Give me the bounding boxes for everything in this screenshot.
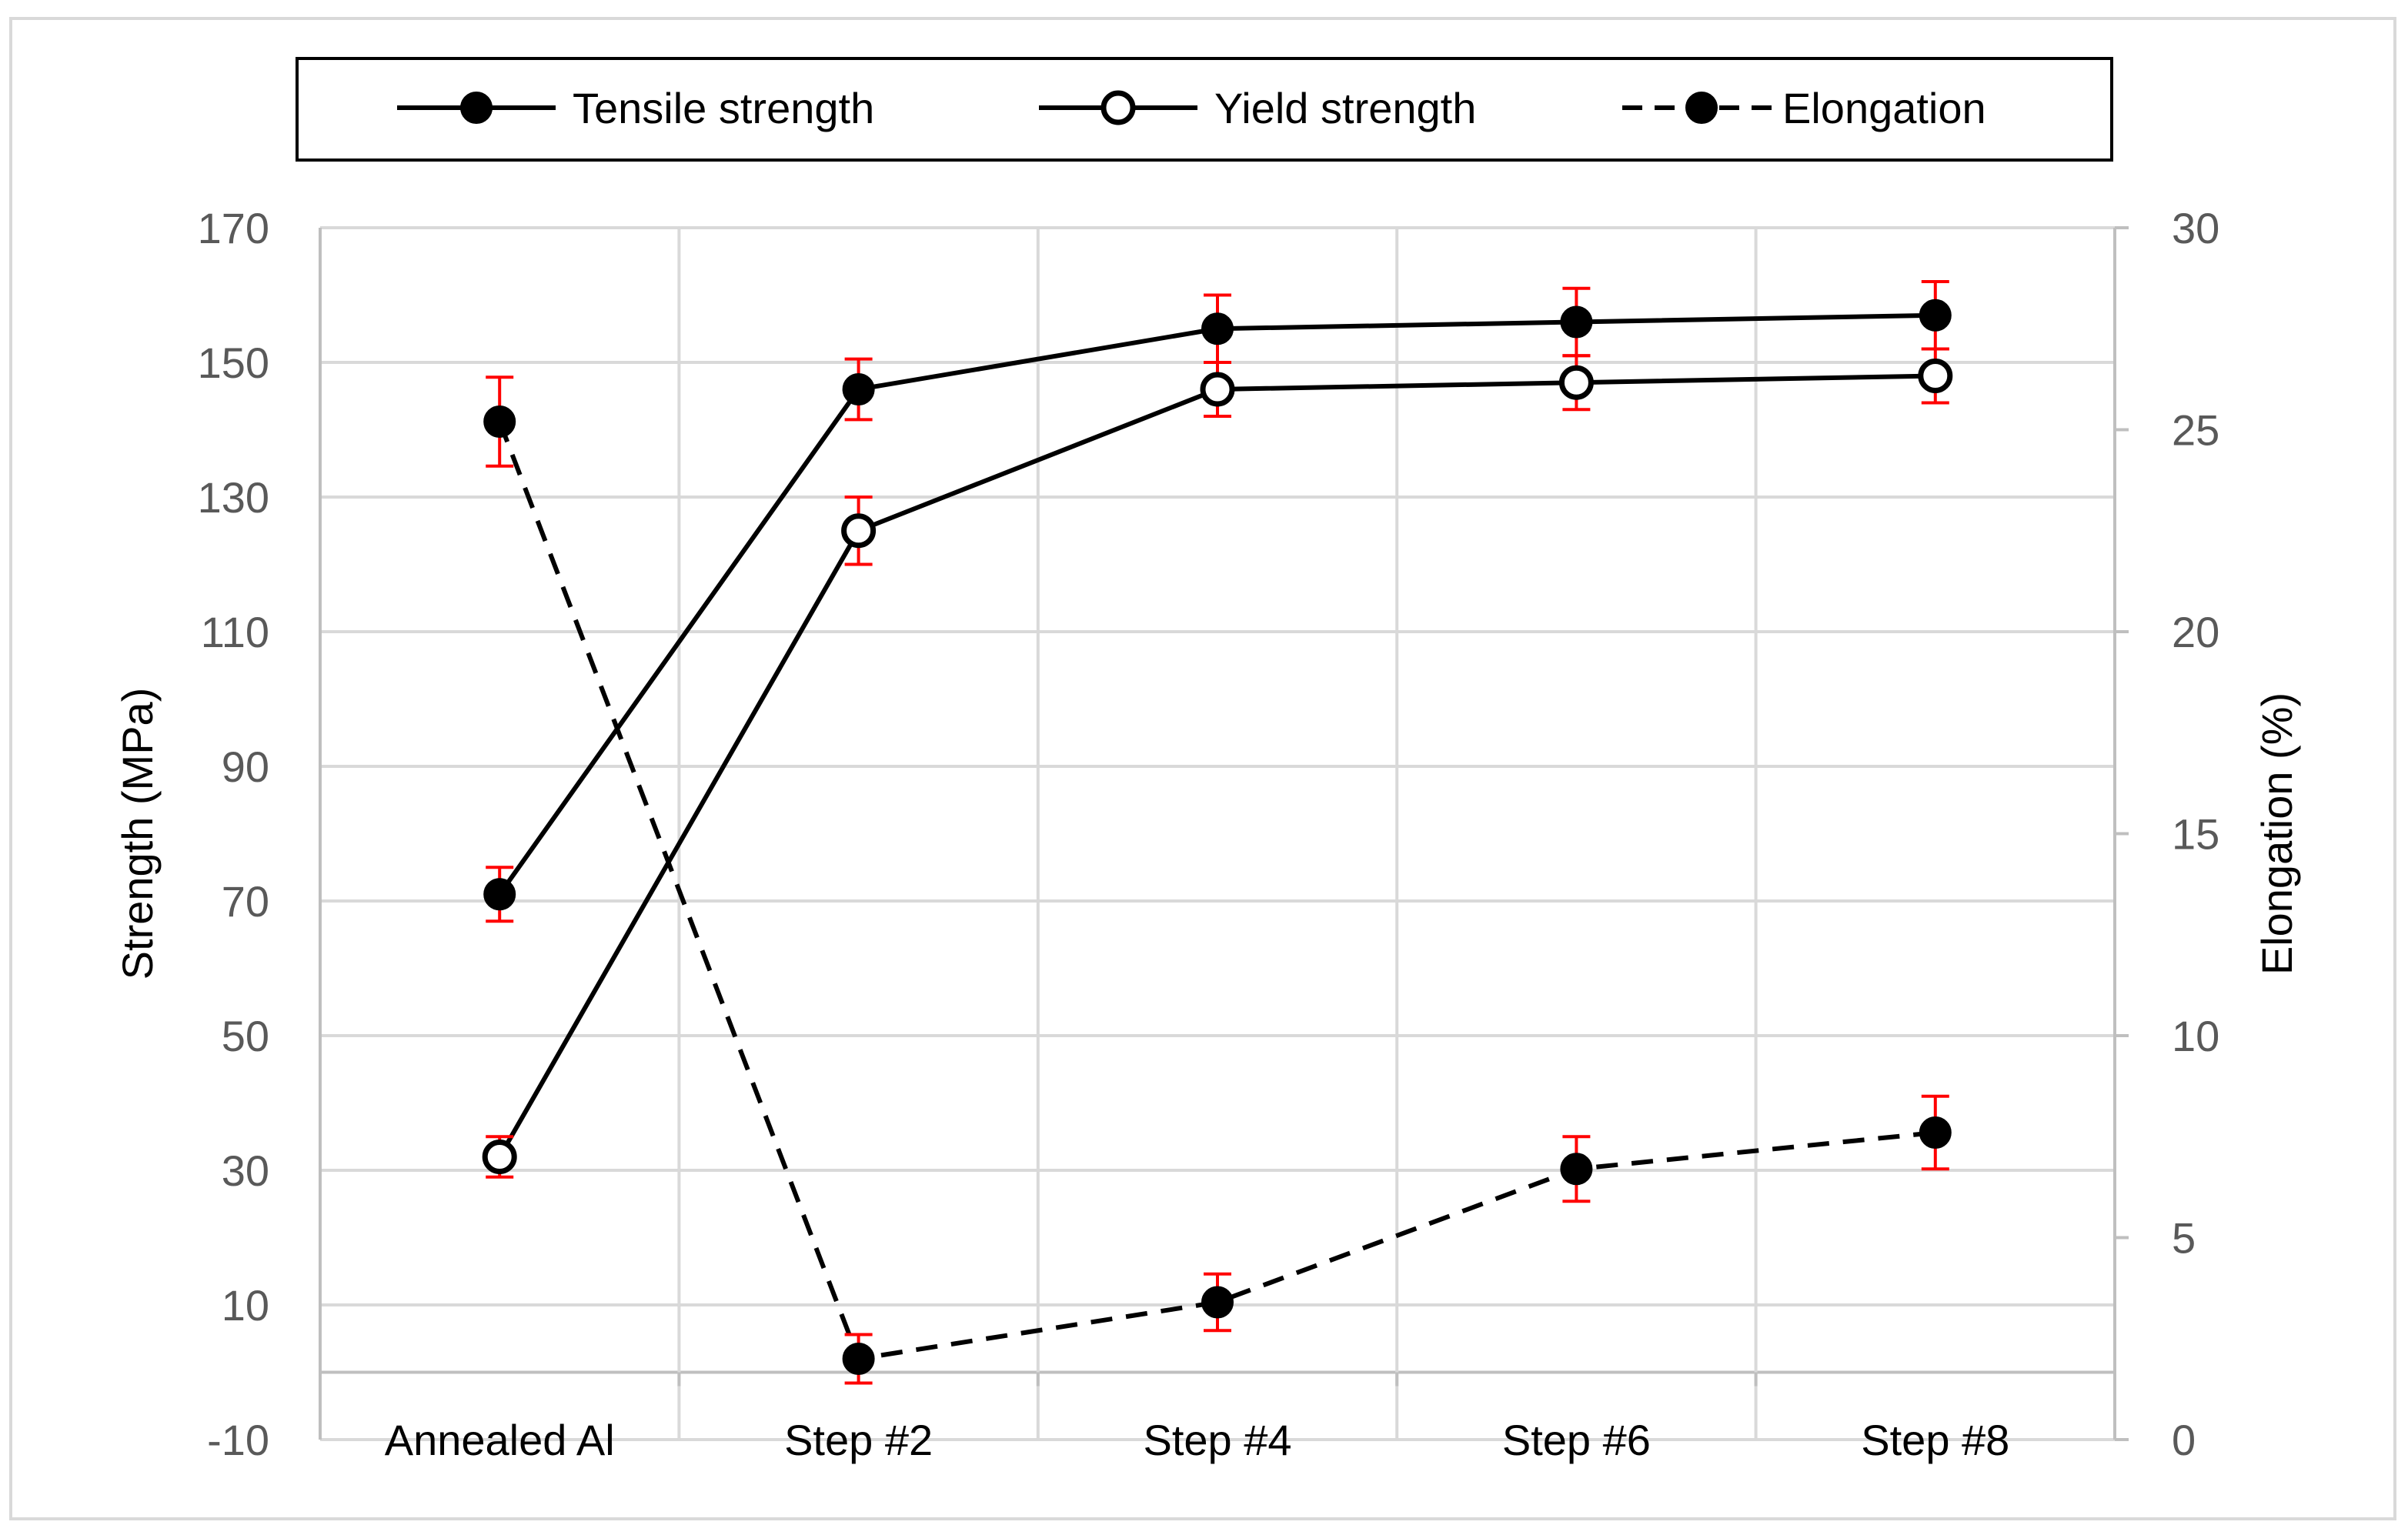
y2-tick-label: 5: [2172, 1214, 2196, 1263]
y2-tick-label: 0: [2172, 1416, 2196, 1464]
data-point: [1560, 305, 1593, 339]
y-tick-label: 130: [198, 473, 269, 522]
data-point: [1201, 1286, 1234, 1319]
y-tick-label: 10: [222, 1281, 269, 1330]
data-point: [1560, 1153, 1593, 1186]
y-tick-label: 110: [201, 608, 269, 656]
x-tick-label: Step #2: [784, 1416, 933, 1464]
data-point: [1919, 1116, 1952, 1149]
y-tick-label: 70: [222, 877, 269, 926]
chart-frame: [9, 17, 2396, 1520]
data-point: [1200, 372, 1235, 407]
y2-tick-label: 20: [2172, 608, 2219, 656]
data-point: [842, 373, 875, 405]
data-point: [483, 405, 516, 438]
legend-marker-swatch: [1685, 92, 1718, 124]
y-tick-label: 170: [198, 204, 269, 252]
data-point: [1201, 312, 1234, 345]
y2-tick-label: 25: [2172, 406, 2219, 455]
series-tensile-strength: [483, 280, 1952, 923]
data-point: [483, 878, 516, 911]
legend-label: Tensile strength: [573, 84, 874, 132]
legend-item: Elongation: [1622, 84, 1986, 132]
legend-label: Yield strength: [1214, 84, 1476, 132]
legend-item: Yield strength: [1039, 84, 1476, 132]
data-point: [1918, 359, 1953, 393]
y2-tick-label: 10: [2172, 1012, 2219, 1060]
legend: Tensile strength Yield strength Elongation: [296, 57, 2113, 162]
series-yield-strength: [482, 347, 1953, 1179]
x-tick-label: Step #8: [1861, 1416, 2009, 1464]
legend-marker-swatch: [1100, 90, 1136, 125]
y-tick-label: -10: [207, 1416, 269, 1464]
y-tick-label: 150: [198, 339, 269, 387]
data-point: [842, 1343, 875, 1375]
legend-marker-swatch: [460, 92, 493, 124]
y-tick-label: 90: [222, 742, 269, 791]
data-point: [1558, 365, 1594, 400]
series-elongation: [483, 375, 1952, 1385]
legend-item: Tensile strength: [397, 84, 874, 132]
x-tick-label: Annealed Al: [385, 1416, 615, 1464]
y2-axis-title: Elongation (%): [2253, 692, 2301, 975]
y2-tick-label: 30: [2172, 204, 2219, 252]
legend-label: Elongation: [1782, 84, 1986, 132]
y-tick-label: 50: [222, 1012, 269, 1060]
y2-tick-label: 15: [2172, 810, 2219, 859]
x-tick-label: Step #6: [1502, 1416, 1651, 1464]
data-point: [482, 1140, 517, 1174]
data-point: [841, 513, 877, 549]
x-tick-label: Step #4: [1143, 1416, 1291, 1464]
legend-box: [296, 57, 2113, 162]
y-axis-title: Strength (MPa): [113, 688, 162, 980]
series-line: [497, 420, 1936, 1361]
y-tick-label: 30: [222, 1146, 269, 1195]
data-point: [1919, 299, 1952, 332]
